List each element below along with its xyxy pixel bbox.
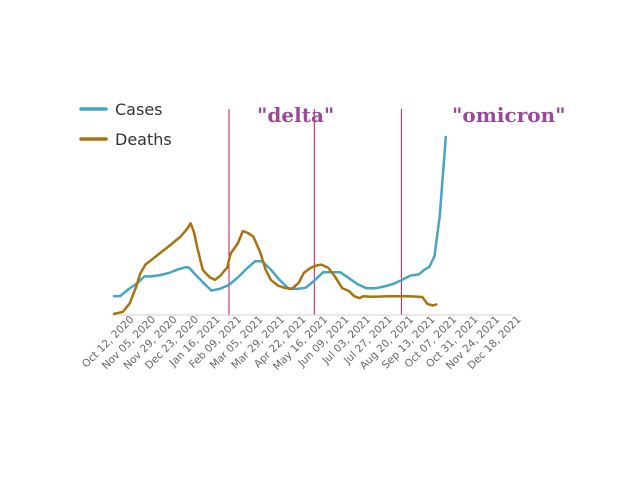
annotation-omicron: "omicron" [452,103,566,127]
series-layer [112,135,448,316]
series-line-cases [112,135,448,298]
annotation-layer: "delta" "omicron" [228,103,566,315]
annotation-delta: "delta" [257,103,334,127]
chart-legend: Cases Deaths [79,100,172,149]
legend-label-cases: Cases [115,100,163,119]
series-line-deaths [112,222,438,316]
legend-label-deaths: Deaths [115,130,172,149]
